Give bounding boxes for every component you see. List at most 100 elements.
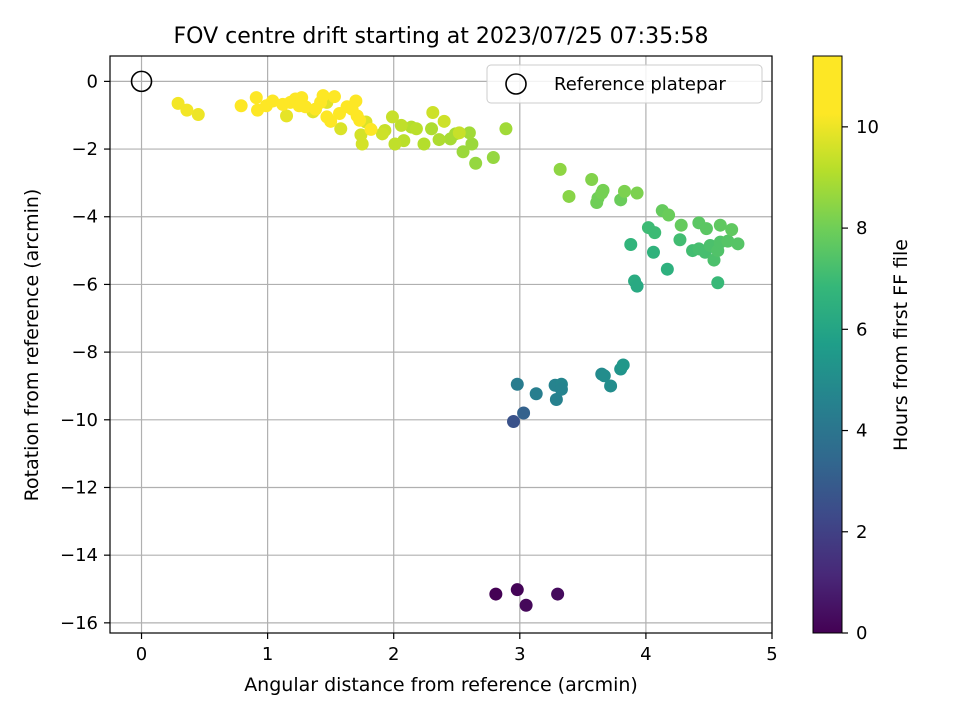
- data-point-34: [731, 237, 745, 251]
- data-point-71: [426, 106, 440, 120]
- x-axis-label: Angular distance from reference (arcmin): [244, 674, 638, 696]
- data-point-9: [549, 392, 563, 406]
- data-point-11: [554, 382, 568, 396]
- data-point-80: [280, 109, 294, 123]
- data-point-54: [456, 145, 470, 159]
- data-point-41: [662, 208, 676, 222]
- data-point-19: [660, 262, 674, 276]
- data-point-62: [417, 137, 431, 151]
- data-point-14: [604, 379, 618, 393]
- legend-reference-marker: [505, 73, 527, 95]
- data-point-47: [617, 184, 631, 198]
- data-point-57: [462, 126, 476, 140]
- reference-platepar-marker: [130, 70, 153, 93]
- data-point-70: [375, 127, 389, 141]
- data-point-82: [180, 103, 194, 117]
- data-point-66: [388, 137, 402, 151]
- data-point-61: [432, 133, 446, 147]
- x-tick-label-3: 3: [514, 644, 525, 665]
- colorbar-tick-label-5: 10: [856, 117, 879, 138]
- data-point-101: [349, 94, 363, 108]
- data-point-76: [334, 122, 348, 136]
- data-point-21: [624, 237, 638, 251]
- data-point-38: [725, 223, 739, 237]
- y-tick-label-5: −10: [60, 410, 98, 431]
- plot-frame: [109, 55, 773, 634]
- data-point-96: [316, 89, 330, 103]
- colorbar-tick-label-4: 8: [856, 218, 867, 239]
- data-point-22: [711, 276, 725, 290]
- data-point-48: [630, 186, 644, 200]
- x-axis: 0 1 2 3 4 5: [136, 633, 778, 665]
- data-point-81: [191, 108, 205, 122]
- y-tick-label-6: −12: [60, 477, 98, 498]
- data-point-51: [562, 189, 576, 203]
- data-point-5: [517, 406, 531, 420]
- data-point-0: [489, 587, 503, 601]
- legend-box: [486, 64, 763, 104]
- data-point-60: [425, 122, 439, 136]
- legend-entry-reference: Reference platepar: [554, 74, 726, 95]
- data-point-49: [585, 173, 599, 187]
- data-point-46: [595, 186, 609, 200]
- data-point-20: [646, 245, 660, 259]
- x-tick-label-1: 1: [262, 644, 273, 665]
- data-point-1: [510, 583, 524, 597]
- y-tick-label-0: 0: [87, 71, 98, 92]
- data-point-39: [674, 218, 688, 232]
- data-point-25: [673, 233, 687, 247]
- y-tick-label-3: −6: [71, 274, 98, 295]
- data-point-107: [292, 99, 306, 113]
- data-point-86: [266, 94, 280, 108]
- x-tick-label-0: 0: [136, 644, 147, 665]
- data-point-89: [249, 91, 263, 105]
- data-point-67: [394, 118, 408, 132]
- y-tick-label-2: −4: [71, 207, 98, 228]
- data-point-105: [324, 114, 338, 128]
- data-point-18: [630, 279, 644, 293]
- colorbar-ticks: 0 2 4 6 8 10: [842, 117, 879, 644]
- data-point-36: [699, 222, 713, 236]
- data-point-24: [648, 226, 662, 240]
- colorbar-tick-label-3: 6: [856, 319, 867, 340]
- y-tick-label-1: −2: [71, 139, 98, 160]
- y-tick-label-7: −14: [60, 545, 98, 566]
- chart-title: FOV centre drift starting at 2023/07/25 …: [174, 24, 709, 49]
- y-axis-label: Rotation from reference (arcmin): [21, 189, 43, 502]
- x-tick-label-4: 4: [640, 644, 651, 665]
- data-point-13: [597, 369, 611, 383]
- data-point-83: [171, 96, 185, 110]
- data-point-56: [499, 122, 513, 136]
- colorbar: 0 2 4 6 8 10 Hours from first FF file: [812, 55, 912, 644]
- colorbar-tick-label-0: 0: [856, 623, 867, 644]
- x-tick-label-2: 2: [388, 644, 399, 665]
- data-point-88: [234, 99, 248, 113]
- data-point-103: [353, 113, 367, 127]
- data-point-73: [452, 126, 466, 140]
- legend: Reference platepar: [486, 64, 763, 104]
- data-point-2: [519, 598, 533, 612]
- data-points: [130, 70, 745, 612]
- data-point-97: [327, 90, 341, 104]
- data-point-75: [355, 137, 369, 151]
- colorbar-tick-label-2: 4: [856, 421, 867, 442]
- data-point-4: [507, 414, 521, 428]
- data-point-72: [437, 114, 451, 128]
- data-point-50: [553, 162, 567, 176]
- data-point-64: [409, 122, 423, 136]
- data-point-16: [616, 358, 630, 372]
- data-point-52: [469, 156, 483, 170]
- data-point-55: [465, 137, 479, 151]
- data-point-106: [364, 122, 378, 136]
- data-point-68: [385, 110, 399, 124]
- colorbar-tick-label-1: 2: [856, 522, 867, 543]
- colorbar-label: Hours from first FF file: [890, 239, 912, 451]
- data-point-7: [529, 387, 543, 401]
- y-tick-label-8: −16: [60, 613, 98, 634]
- data-point-37: [713, 218, 727, 232]
- colorbar-gradient: [812, 55, 843, 634]
- y-tick-label-4: −8: [71, 342, 98, 363]
- y-axis: 0 −2 −4 −6 −8 −10 −12 −14 −16: [60, 71, 110, 634]
- data-point-33: [721, 234, 735, 248]
